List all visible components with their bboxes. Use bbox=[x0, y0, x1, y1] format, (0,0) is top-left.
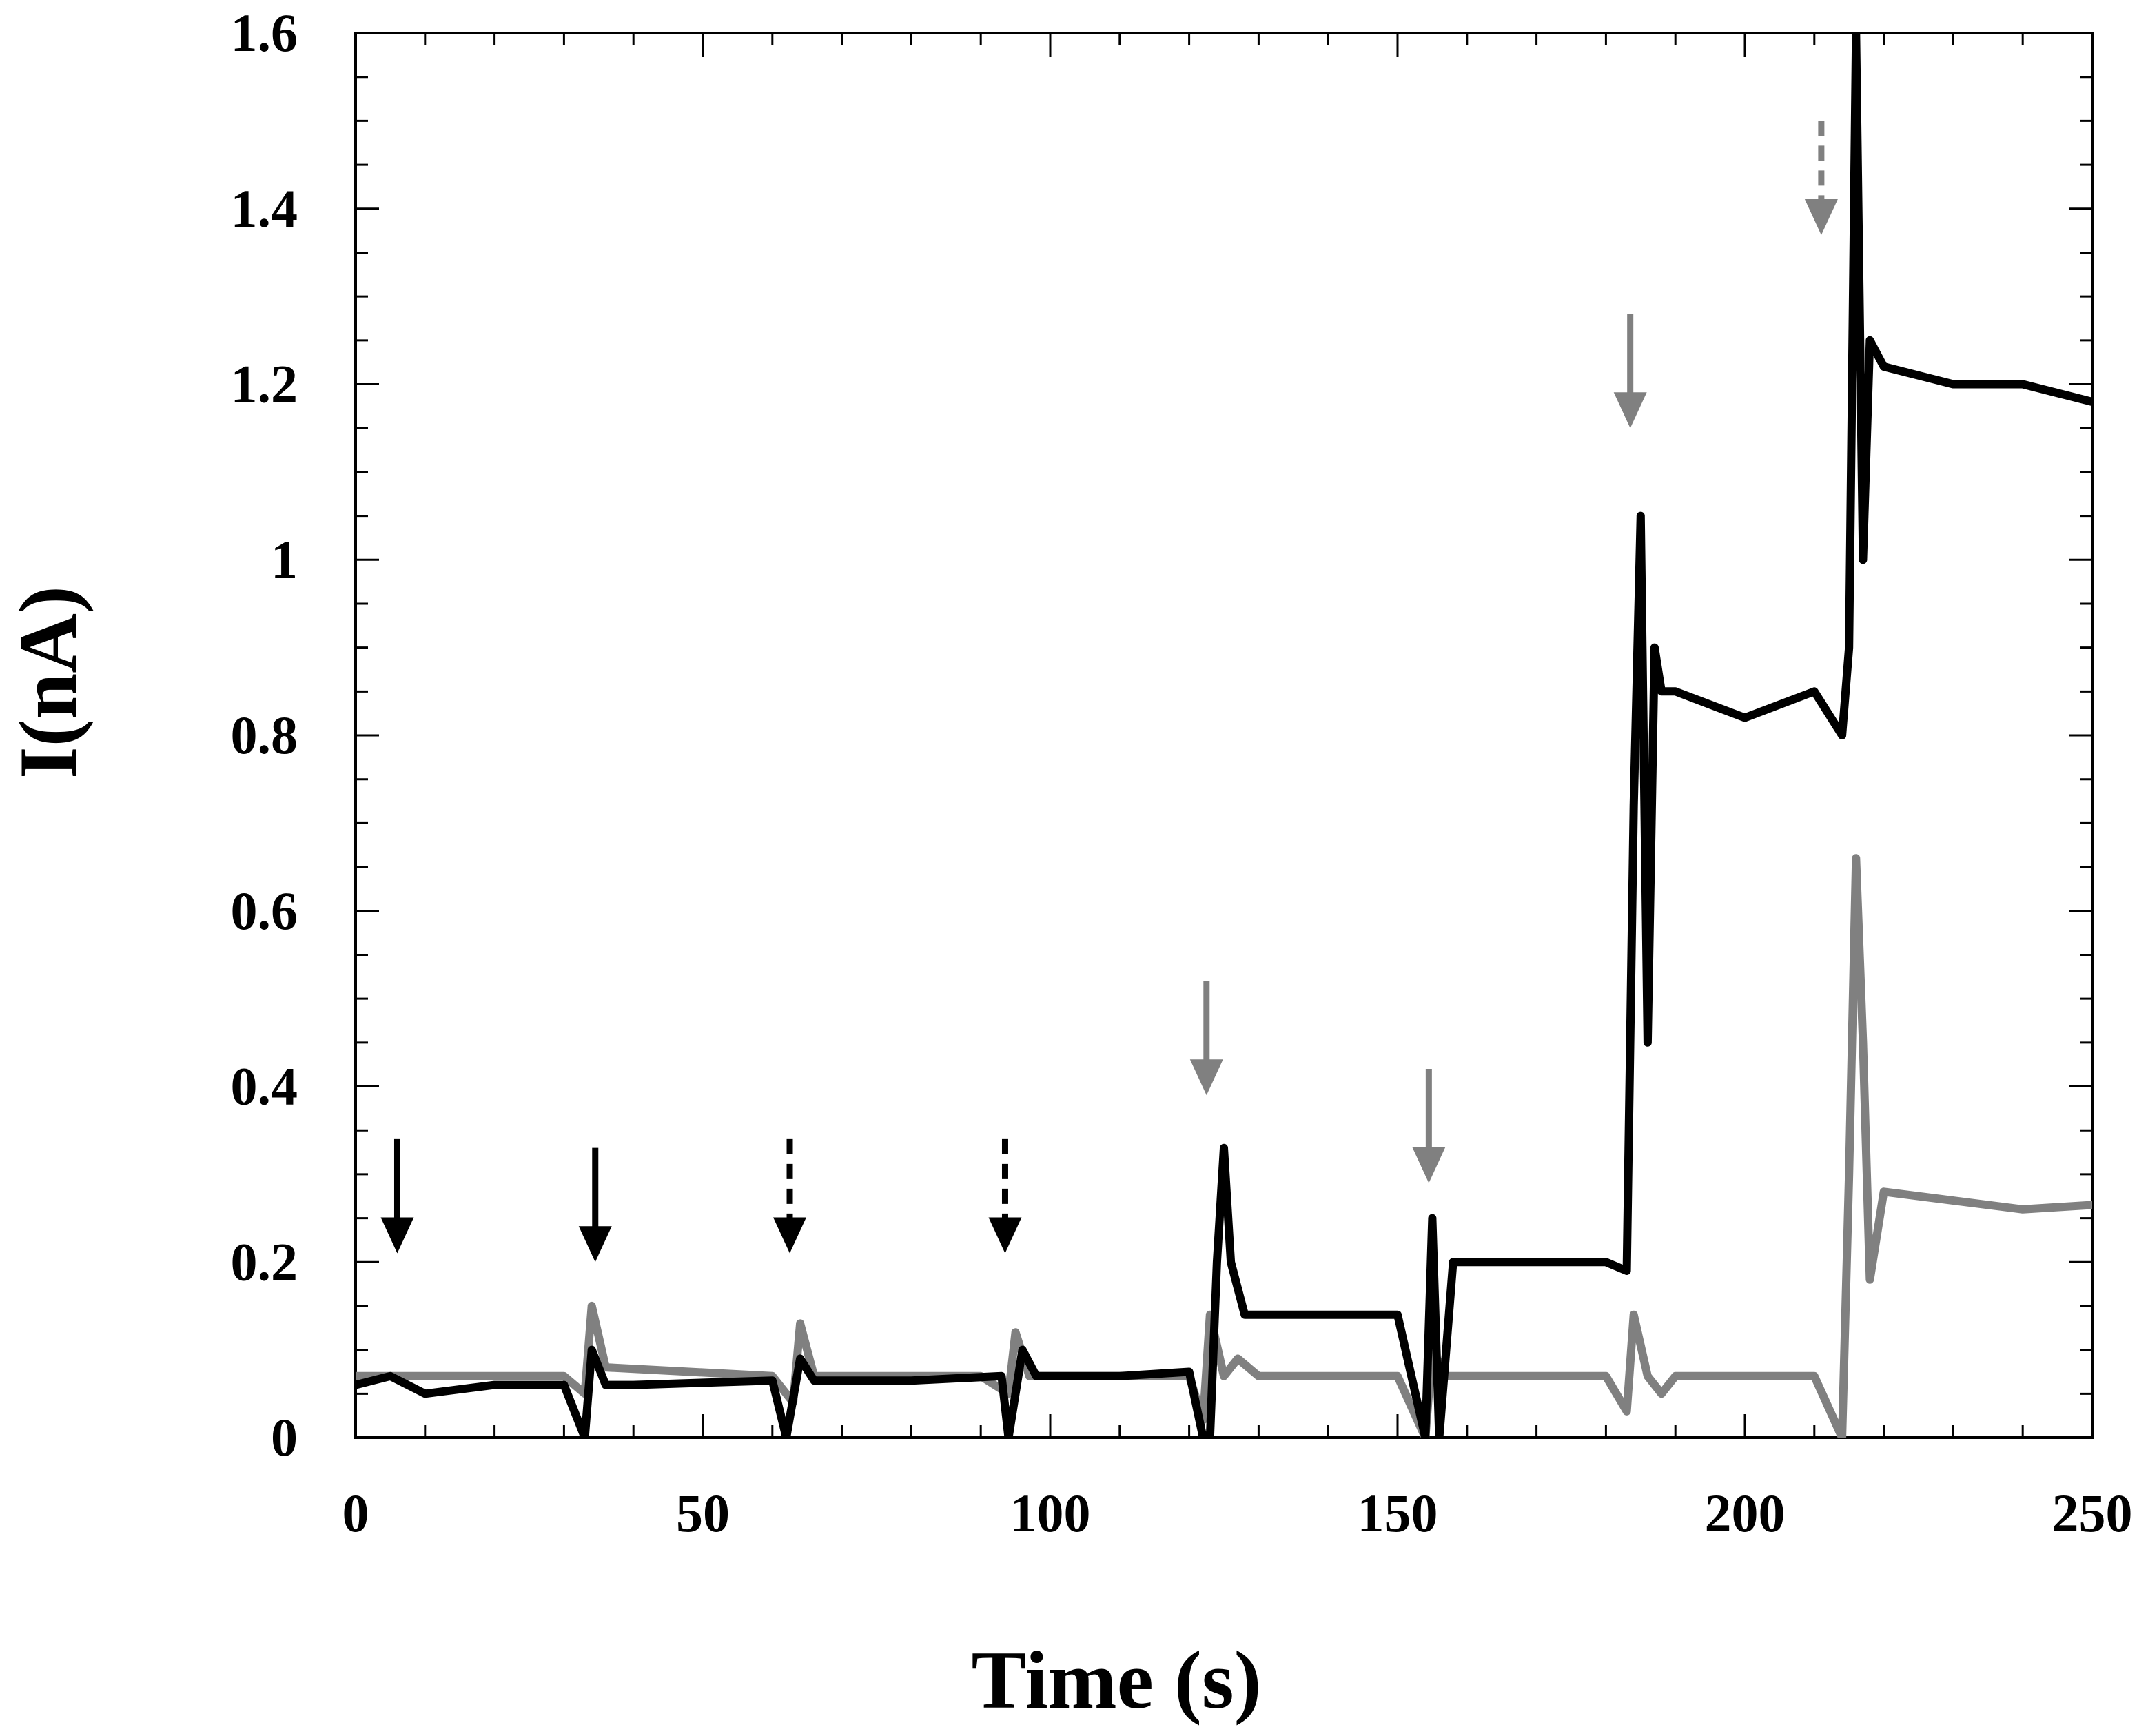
x-tick-label: 150 bbox=[1358, 1483, 1438, 1543]
y-tick-label: 1 bbox=[271, 529, 298, 589]
arrow-annotations bbox=[380, 121, 1838, 1263]
x-tick-label: 250 bbox=[2052, 1483, 2133, 1543]
y-tick-label: 1.2 bbox=[231, 354, 298, 414]
arrow-head bbox=[773, 1217, 806, 1254]
y-tick-label: 1.6 bbox=[231, 3, 298, 63]
y-tick-label: 0.6 bbox=[231, 881, 298, 941]
y-tick-label: 1.4 bbox=[231, 178, 298, 238]
arrow-annotation bbox=[1189, 981, 1223, 1096]
arrow-head bbox=[988, 1217, 1022, 1254]
arrow-annotation bbox=[773, 1138, 806, 1254]
arrow-head bbox=[380, 1217, 414, 1254]
arrow-head bbox=[1189, 1059, 1223, 1096]
x-tick-label: 0 bbox=[342, 1483, 369, 1543]
arrow-annotation bbox=[988, 1138, 1022, 1254]
arrow-head bbox=[1613, 392, 1647, 429]
tick-labels: 0 50 100 150 200 250 0 0.2 0.4 0.6 0.8 1 1.2 1.4 1.6 bbox=[231, 3, 2133, 1543]
x-axis-title: Time (s) bbox=[971, 1634, 1261, 1726]
series-line-0 bbox=[356, 33, 2092, 1438]
y-axis-title: I(nA) bbox=[2, 586, 94, 779]
arrow-annotation bbox=[1412, 1069, 1446, 1183]
y-tick-label: 0.2 bbox=[231, 1232, 298, 1291]
x-tick-label: 200 bbox=[1705, 1483, 1786, 1543]
arrow-head bbox=[578, 1226, 612, 1263]
arrow-head bbox=[1804, 198, 1838, 235]
y-tick-label: 0 bbox=[271, 1407, 298, 1467]
axis-ticks bbox=[354, 32, 2094, 1439]
x-tick-label: 100 bbox=[1010, 1483, 1091, 1543]
y-tick-label: 0.4 bbox=[231, 1056, 298, 1116]
data-series bbox=[356, 33, 2092, 1438]
arrow-annotation bbox=[380, 1138, 414, 1254]
plot-frame bbox=[354, 32, 2094, 1439]
arrow-head bbox=[1412, 1147, 1446, 1183]
arrow-annotation bbox=[1613, 314, 1647, 429]
y-tick-label: 0.8 bbox=[231, 705, 298, 765]
arrow-annotation bbox=[578, 1147, 612, 1263]
x-tick-label: 50 bbox=[676, 1483, 730, 1543]
arrow-annotation bbox=[1804, 121, 1838, 235]
